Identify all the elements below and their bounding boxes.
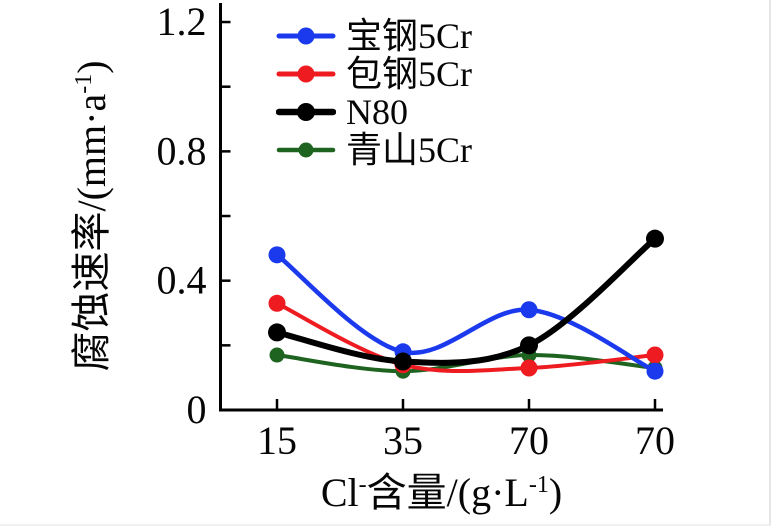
y-axis-title-text: 腐蚀速率/(mm·a	[69, 93, 114, 372]
legend-swatch-black	[276, 103, 336, 121]
series-marker-0	[520, 301, 538, 319]
legend-swatch-red	[276, 65, 336, 83]
y-axis-title-close: )	[69, 60, 114, 74]
legend-item-n80: N80	[276, 93, 472, 131]
x-axis-title-minus-superscript: -	[358, 472, 367, 498]
series-marker-0	[646, 362, 664, 380]
y-axis-title: 腐蚀速率/(mm·a-1)	[59, 60, 117, 371]
x-axis-title-exp-superscript: -1	[528, 472, 549, 498]
x-axis-title-text: Cl	[320, 470, 359, 515]
y-axis-title-superscript: -1	[71, 73, 97, 94]
series-line-0	[274, 252, 658, 374]
x-axis-title: Cl-含量/(g·L-1)	[220, 460, 663, 518]
x-tick-label: 70	[509, 418, 549, 463]
legend-swatch-green	[276, 142, 336, 158]
legend-label: 宝钢5Cr	[346, 16, 473, 56]
series-marker-2	[394, 352, 412, 371]
legend-swatch-blue	[276, 27, 336, 45]
series-marker-2	[268, 323, 286, 342]
series-marker-0	[268, 246, 286, 264]
series-marker-3	[269, 347, 285, 363]
x-tick-label: 15	[257, 418, 297, 463]
series-marker-2	[520, 336, 538, 355]
legend-item-baosteel-5cr: 宝钢5Cr	[276, 17, 472, 55]
series-line-2	[274, 235, 658, 366]
legend-label: 包钢5Cr	[346, 54, 473, 94]
legend-item-qingshan-5cr: 青山5Cr	[276, 131, 472, 169]
series-marker-1	[646, 346, 664, 364]
series-line-1	[275, 301, 657, 374]
x-tick-label: 35	[383, 418, 423, 463]
x-tick-label: 70	[635, 418, 675, 463]
y-tick-label: 0.4	[157, 258, 207, 303]
legend-item-baotou-5cr: 包钢5Cr	[276, 55, 472, 93]
y-tick-label: 1.2	[157, 0, 207, 44]
chart-legend: 宝钢5Cr 包钢5Cr N80 青山5Cr	[276, 17, 472, 169]
legend-label: N80	[346, 92, 408, 132]
series-marker-1	[268, 294, 286, 312]
y-tick-label: 0	[187, 387, 207, 432]
x-axis-title-close: )	[548, 470, 563, 515]
legend-label: 青山5Cr	[346, 130, 473, 170]
series-marker-1	[520, 359, 538, 377]
x-axis-title-units: 含量/(g·L	[366, 470, 529, 515]
series-marker-2	[646, 229, 664, 248]
y-tick-label: 0.8	[157, 128, 207, 173]
